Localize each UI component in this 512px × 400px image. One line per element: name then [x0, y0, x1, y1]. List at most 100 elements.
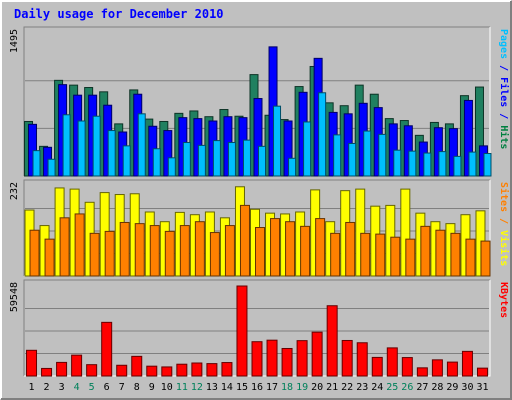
- bar-kbytes-kbytes-day-27: [416, 367, 428, 377]
- bar-kbytes-kbytes-day-20: [311, 331, 323, 377]
- x-tick-label-day-16: 16: [251, 382, 263, 393]
- bar-visits-sites-day-14: [224, 225, 235, 277]
- bar-kbytes-kbytes-day-13: [206, 363, 218, 377]
- bar-visits-sites-day-4: [74, 213, 85, 277]
- x-tick-label-day-26: 26: [401, 382, 413, 393]
- bar-requests-pages-day-24: [378, 133, 387, 177]
- x-tick-label-day-22: 22: [341, 382, 353, 393]
- bar-requests-pages-day-28: [438, 151, 447, 177]
- bar-kbytes-kbytes-day-2: [41, 367, 53, 377]
- panel-requests-ymax-label: 1495: [9, 29, 20, 53]
- panel-kbytes: 59548 KBytes: [9, 279, 509, 377]
- bar-visits-sites-day-24: [375, 233, 386, 277]
- panel-visits-legend-part-1: /: [498, 212, 509, 230]
- bar-requests-pages-day-16: [258, 145, 266, 177]
- bar-kbytes-kbytes-day-25: [386, 347, 398, 377]
- x-tick-label-day-17: 17: [266, 382, 278, 393]
- x-tick-label-day-29: 29: [446, 382, 458, 393]
- bar-visits-sites-day-1: [29, 229, 40, 277]
- x-tick-label-day-8: 8: [134, 382, 140, 393]
- bar-kbytes-kbytes-day-4: [71, 354, 83, 377]
- bar-visits-sites-day-9: [149, 225, 160, 277]
- bar-requests-pages-day-18: [288, 157, 297, 177]
- bar-visits-sites-day-5: [89, 232, 100, 277]
- bar-visits-sites-day-28: [435, 229, 446, 277]
- bar-requests-pages-day-31: [483, 153, 492, 177]
- x-tick-label-day-20: 20: [311, 382, 323, 393]
- panel-kbytes-ymax-label: 59548: [9, 282, 20, 312]
- x-axis: 1 2 3 4 5 6 7 8 9 10 11 12 13 14 15 16 17 18 19 20 21 22 23 24 2…: [29, 382, 489, 393]
- bar-requests-pages-day-22: [348, 142, 357, 177]
- bar-requests-pages-day-14: [227, 142, 236, 177]
- x-tick-label-day-5: 5: [89, 382, 95, 393]
- bar-requests-pages-day-7: [122, 145, 131, 177]
- x-tick-label-day-30: 30: [461, 382, 473, 393]
- bar-requests-pages-day-4: [77, 120, 86, 177]
- x-tick-label-day-28: 28: [431, 382, 443, 393]
- panel-requests-legend-part-0: Pages: [498, 29, 509, 59]
- panel-requests-legend-part-2: Files: [498, 77, 510, 107]
- panel-kbytes-legend-part-0: KBytes: [498, 282, 509, 318]
- x-tick-label-day-27: 27: [416, 382, 428, 393]
- bar-kbytes-kbytes-day-30: [461, 350, 473, 377]
- bar-visits-sites-day-23: [360, 232, 371, 277]
- bar-visits-sites-day-3: [59, 217, 70, 277]
- bar-kbytes-kbytes-day-28: [431, 359, 443, 377]
- bar-visits-sites-day-12: [194, 221, 205, 277]
- x-tick-label-day-31: 31: [476, 382, 488, 393]
- bar-requests-pages-day-5: [92, 115, 101, 177]
- x-tick-label-day-13: 13: [206, 382, 218, 393]
- x-tick-label-day-1: 1: [29, 382, 35, 393]
- bar-kbytes-kbytes-day-11: [176, 363, 188, 377]
- bar-visits-sites-day-27: [420, 225, 431, 277]
- bar-requests-pages-day-19: [303, 121, 312, 177]
- bar-requests-pages-day-3: [62, 114, 71, 177]
- bar-requests-pages-day-27: [423, 152, 432, 177]
- panel-visits-frame-dark: [23, 179, 490, 276]
- bar-visits-sites-day-29: [450, 232, 461, 277]
- panel-requests-legend-part-4: Hits: [498, 125, 510, 149]
- panel-requests-frame-dark: [23, 26, 490, 176]
- x-tick-label-day-24: 24: [371, 382, 383, 393]
- x-tick-label-day-25: 25: [386, 382, 398, 393]
- panel-requests-legend-part-1: /: [498, 59, 509, 77]
- bar-requests-pages-day-21: [333, 134, 342, 177]
- panel-kbytes-legend: KBytes: [498, 282, 509, 318]
- bar-requests-pages-day-2: [47, 158, 56, 177]
- bar-visits-sites-day-10: [164, 230, 175, 277]
- bar-requests-pages-day-13: [212, 140, 221, 177]
- bar-visits-sites-day-15: [239, 204, 250, 277]
- bar-kbytes-kbytes-day-17: [266, 339, 278, 377]
- bar-kbytes-kbytes-day-3: [56, 361, 68, 377]
- bar-kbytes-kbytes-day-7: [116, 364, 128, 377]
- bar-visits-sites-day-19: [300, 225, 311, 277]
- bar-visits-sites-day-6: [104, 230, 115, 277]
- bar-kbytes-kbytes-day-24: [371, 356, 383, 377]
- bar-visits-sites-day-2: [44, 238, 55, 277]
- panel-visits-legend-part-0: Sites: [498, 182, 510, 212]
- bar-requests-pages-day-9: [152, 148, 161, 177]
- bar-kbytes-kbytes-day-5: [86, 364, 98, 377]
- bar-kbytes-kbytes-day-19: [296, 340, 308, 377]
- panel-kbytes-frame-dark: [23, 279, 490, 376]
- bar-kbytes-kbytes-day-8: [131, 355, 143, 377]
- panel-visits: 232 Sites / Visits: [9, 179, 510, 277]
- bar-visits-sites-day-13: [209, 232, 220, 277]
- x-tick-label-day-18: 18: [281, 382, 293, 393]
- bar-kbytes-kbytes-day-9: [146, 365, 158, 377]
- bar-requests-pages-day-15: [242, 139, 251, 177]
- bar-requests-pages-day-17: [273, 105, 282, 177]
- bar-visits-sites-day-30: [465, 238, 476, 277]
- bar-visits-sites-day-20: [315, 218, 326, 277]
- bar-requests-pages-day-23: [363, 130, 372, 177]
- chart-panels: 1495 Pages / Files / Hits 232 Sites / Visit…: [9, 26, 510, 377]
- bar-kbytes-kbytes-day-14: [221, 362, 233, 377]
- bar-kbytes-kbytes-day-23: [356, 342, 368, 377]
- bar-kbytes-kbytes-day-1: [26, 349, 38, 377]
- panel-requests: 1495 Pages / Files / Hits: [9, 26, 510, 177]
- x-tick-label-day-15: 15: [236, 382, 248, 393]
- x-tick-label-day-10: 10: [161, 382, 173, 393]
- bar-kbytes-kbytes-day-26: [401, 357, 413, 377]
- bar-kbytes-kbytes-day-12: [191, 362, 203, 377]
